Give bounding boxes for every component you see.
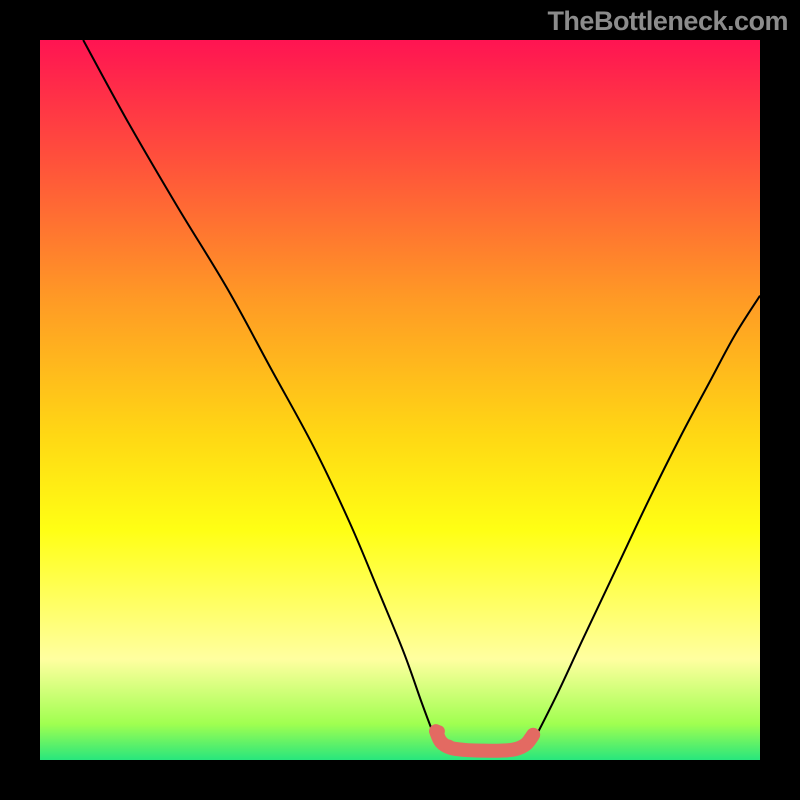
plot-svg [40,40,760,760]
gradient-background [40,40,760,760]
watermark-text: TheBottleneck.com [547,6,788,37]
chart-frame: TheBottleneck.com [0,0,800,800]
plot-area [40,40,760,760]
